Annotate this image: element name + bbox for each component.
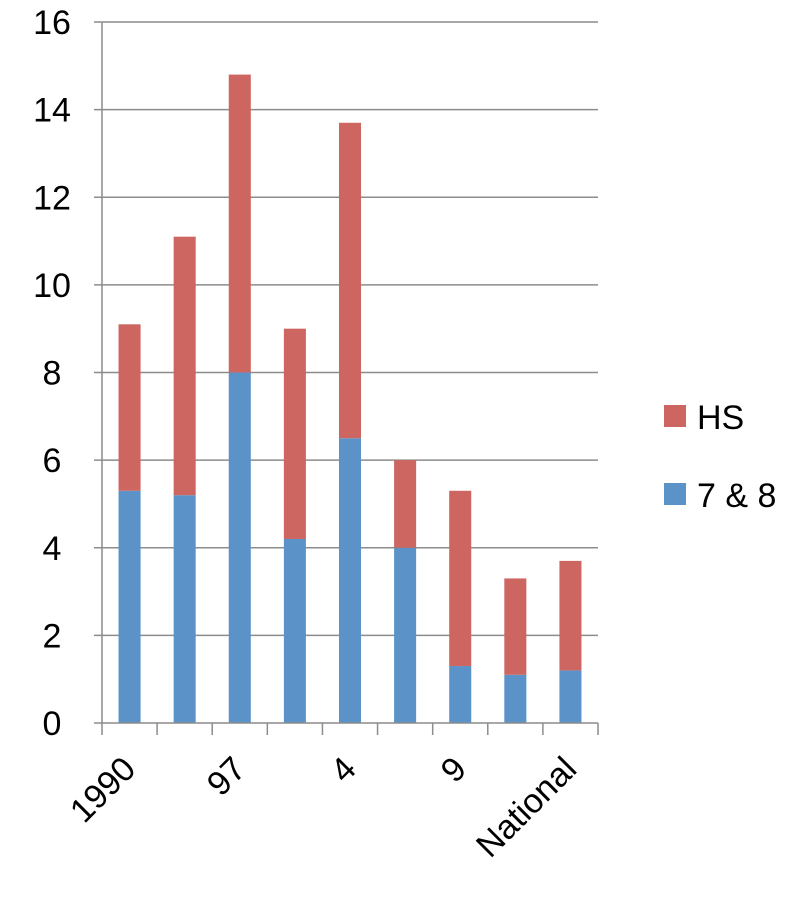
bar-segment xyxy=(173,495,196,723)
bar-segment xyxy=(559,560,582,671)
legend-label: HS xyxy=(697,399,744,437)
y-tick-label: 2 xyxy=(43,617,62,655)
x-tick-label: 4 xyxy=(323,750,363,790)
legend-swatch xyxy=(664,483,686,505)
bar-segment xyxy=(283,328,306,539)
bar-segment xyxy=(394,460,417,548)
bar-segment xyxy=(228,372,251,723)
bar-segment xyxy=(504,674,527,723)
bar-segment xyxy=(559,670,582,723)
y-tick-label: 4 xyxy=(43,530,62,568)
y-tick-labels: 0 2 4 6 8 10 12 14 16 xyxy=(33,4,71,743)
bar-segment xyxy=(118,324,141,491)
bar-segment xyxy=(449,490,472,667)
bars xyxy=(118,74,582,723)
legend: HS 7 & 8 xyxy=(664,399,776,515)
x-tick-label: 1990 xyxy=(63,750,143,830)
bar-segment xyxy=(338,122,362,439)
y-tick-label: 0 xyxy=(43,705,62,743)
bar-segment xyxy=(504,578,527,675)
y-tick-label: 16 xyxy=(33,4,71,42)
bar-segment xyxy=(173,236,196,496)
y-tick-label: 6 xyxy=(43,442,62,480)
y-tick-label: 12 xyxy=(33,179,71,217)
x-tick-label: National xyxy=(469,750,584,865)
legend-label: 7 & 8 xyxy=(697,477,776,515)
y-tick-label: 14 xyxy=(33,92,71,130)
x-tick-label: 9 xyxy=(434,750,474,790)
bar-segment xyxy=(449,666,472,723)
legend-swatch xyxy=(664,405,686,427)
x-tick-label: 97 xyxy=(200,750,254,804)
bar-segment xyxy=(118,490,141,723)
bar-segment xyxy=(394,547,417,723)
bar-segment xyxy=(283,538,306,723)
y-tick-label: 8 xyxy=(43,355,62,393)
axes xyxy=(94,21,599,735)
bar-segment xyxy=(228,74,251,373)
bar-segment xyxy=(338,438,362,723)
y-tick-label: 10 xyxy=(33,267,71,305)
